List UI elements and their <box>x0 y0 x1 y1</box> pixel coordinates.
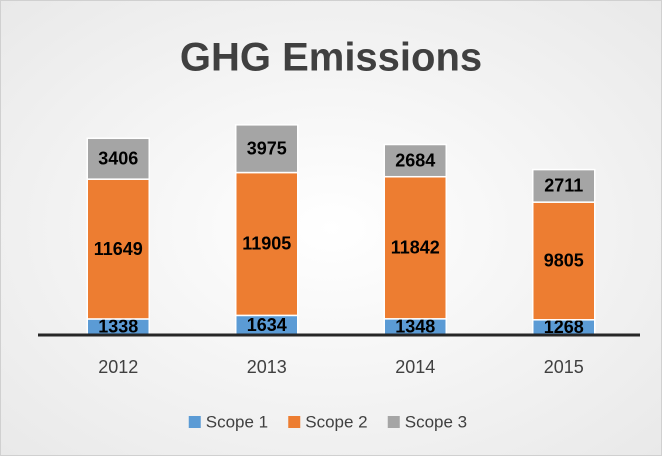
data-label: 1338 <box>98 317 138 337</box>
bar-segment <box>532 201 596 321</box>
bar-segment <box>383 143 447 178</box>
data-label: 11649 <box>94 239 143 259</box>
data-label: 1268 <box>544 317 584 337</box>
plot-area: 1338 11649 3406 2012 1634 11905 3975 2013 1348 11… <box>38 124 640 377</box>
data-label: 2711 <box>544 176 583 196</box>
legend-label: Scope 2 <box>305 412 367 431</box>
bar-segment <box>86 178 150 320</box>
x-tick-label: 2012 <box>98 357 138 377</box>
legend-swatch <box>188 416 201 428</box>
data-label: 11842 <box>391 238 440 258</box>
bar-segment <box>235 171 299 317</box>
legend-label: Scope 1 <box>206 412 268 431</box>
chart-title: GHG Emissions <box>180 36 482 80</box>
data-label: 2684 <box>395 150 435 170</box>
x-tick-label: 2015 <box>544 357 584 377</box>
bar-segment <box>235 124 299 174</box>
bar-segment <box>532 168 596 203</box>
legend-label: Scope 3 <box>405 412 467 431</box>
data-label: 1634 <box>247 315 287 335</box>
data-label: 11905 <box>242 234 291 254</box>
data-label: 3406 <box>98 148 138 168</box>
legend: Scope 1 Scope 2 Scope 3 <box>188 412 467 431</box>
x-tick-label: 2014 <box>395 357 435 377</box>
data-label: 3975 <box>247 138 287 158</box>
data-label: 9805 <box>544 251 584 271</box>
x-tick-label: 2013 <box>247 357 287 377</box>
bar-segment <box>383 175 447 320</box>
legend-swatch <box>288 416 301 428</box>
data-label: 1348 <box>395 317 435 337</box>
bar-segment <box>86 137 150 180</box>
legend-swatch <box>387 416 400 428</box>
